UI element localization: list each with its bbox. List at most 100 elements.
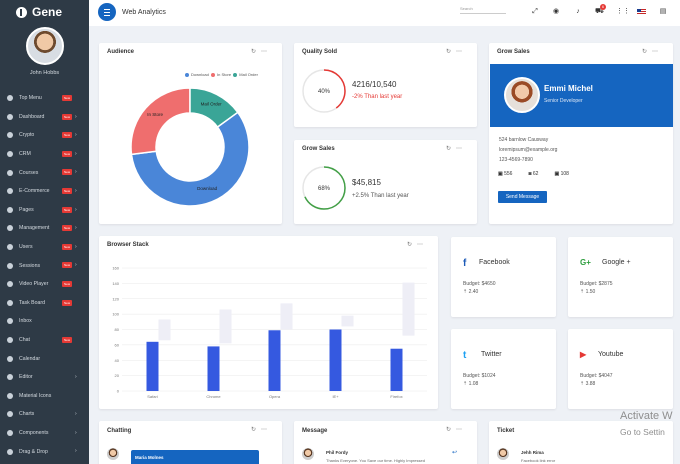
more-icon[interactable]: ⋯ (652, 49, 663, 55)
range-bar[interactable] (280, 303, 293, 330)
card-title: Message (302, 428, 328, 434)
chat-bubble[interactable]: Maria Molnes (131, 450, 259, 464)
more-icon[interactable]: ⋯ (456, 49, 467, 55)
sidebar-item[interactable]: Inbox (0, 312, 89, 331)
sidebar-item[interactable]: Calendar (0, 349, 89, 368)
avatar[interactable] (25, 27, 64, 65)
reply-icon[interactable]: ↩ (452, 450, 458, 456)
sidebar-item[interactable]: Top Menu New (0, 89, 89, 108)
refresh-icon[interactable]: ↻ (250, 427, 261, 433)
more-icon[interactable]: ⋯ (456, 427, 467, 433)
sidebar-item[interactable]: Editor › (0, 368, 89, 387)
sidebar-item[interactable]: E-Commerce New › (0, 182, 89, 201)
apps-icon[interactable]: ⋮⋮ (616, 8, 630, 15)
nav-item-icon (7, 225, 13, 232)
more-icon[interactable]: ⋯ (417, 242, 428, 248)
message-sender[interactable]: Phil Fordy (326, 450, 349, 455)
bar[interactable] (207, 346, 220, 391)
refresh-icon[interactable]: ↻ (406, 242, 417, 248)
cart-icon[interactable]: ⛟ (595, 8, 604, 15)
twitter-icon: ▣ (554, 171, 560, 177)
sidebar-item[interactable]: Users New › (0, 238, 89, 257)
social-card[interactable]: G+ Google + Budget: $2875 ⇡ 1.50 (568, 237, 673, 317)
avatar[interactable] (107, 448, 119, 460)
card-tools[interactable]: ↻⋯ (251, 48, 272, 55)
instagram-stat[interactable]: ◙ 62 (528, 171, 546, 177)
donut-slice[interactable] (189, 87, 239, 129)
fullscreen-icon[interactable]: ⤢ (532, 8, 538, 15)
more-icon[interactable]: ⋯ (456, 146, 467, 152)
menu-toggle-button[interactable] (98, 3, 116, 21)
nav-item-icon (7, 448, 13, 455)
sidebar-item[interactable]: Video Player New (0, 275, 89, 294)
refresh-icon[interactable]: ↻ (445, 427, 456, 433)
y-tick-label: 160 (112, 266, 119, 271)
avatar[interactable] (302, 448, 314, 460)
range-bar[interactable] (402, 282, 415, 336)
sidebar-item[interactable]: Material Icons (0, 387, 89, 406)
sidebar-item[interactable]: Task Board New (0, 294, 89, 313)
card-tools[interactable]: ↻⋯ (446, 48, 467, 55)
bar[interactable] (146, 341, 159, 391)
twitter-stat[interactable]: ▣ 108 (554, 171, 576, 177)
sidebar-item-label: Dashboard (19, 113, 45, 120)
donut-slice[interactable] (130, 87, 191, 156)
sidebar-item[interactable]: Drag & Drop › (0, 442, 89, 461)
more-icon[interactable]: ⋯ (261, 427, 272, 433)
send-message-button[interactable]: Send Message (498, 191, 547, 203)
social-card[interactable]: f Facebook Budget: $4650 ⇡ 2.40 (451, 237, 556, 317)
sidebar-item[interactable]: Management New › (0, 219, 89, 238)
avatar[interactable] (504, 77, 540, 113)
refresh-icon[interactable]: ↻ (445, 146, 456, 152)
bar[interactable] (329, 329, 342, 392)
user-icon[interactable]: ◉ (552, 8, 560, 15)
sidebar-item[interactable]: Chat New (0, 331, 89, 350)
refresh-icon[interactable]: ↻ (445, 49, 456, 55)
card-tools[interactable]: ↻⋯ (251, 426, 272, 433)
new-badge: New (62, 206, 73, 213)
sidebar-item[interactable]: Sessions New › (0, 256, 89, 275)
avatar[interactable] (497, 448, 509, 460)
sidebar-item[interactable]: Pages New › (0, 201, 89, 220)
ticket-user[interactable]: Jehh Rima (521, 450, 544, 455)
cart-count-badge: 6 (600, 4, 606, 10)
refresh-icon[interactable]: ↻ (250, 49, 261, 55)
nav-item-icon (7, 318, 13, 325)
social-card[interactable]: ▶ Youtube Budget: $4047 ⇡ 3.88 (568, 329, 673, 409)
sidebar-item[interactable]: CRM New › (0, 145, 89, 164)
card-tools[interactable]: ↻⋯ (407, 241, 428, 248)
social-card[interactable]: t Twitter Budget: $1024 ⇡ 1.08 (451, 329, 556, 409)
range-bar[interactable] (158, 319, 171, 341)
chevron-right-icon: › (75, 448, 77, 455)
donut-slice[interactable] (130, 111, 250, 207)
chat-icon[interactable]: ▤ (659, 8, 667, 15)
facebook-stat[interactable]: ▣ 556 (498, 171, 520, 177)
sidebar-item[interactable]: Components › (0, 424, 89, 443)
range-bar[interactable] (219, 309, 232, 344)
more-icon[interactable]: ⋯ (261, 49, 272, 55)
bar[interactable] (268, 330, 281, 391)
sidebar-item[interactable]: Courses New › (0, 163, 89, 182)
y-tick-label: 140 (112, 281, 119, 286)
card-title: Grow Sales (302, 146, 335, 152)
bell-icon[interactable]: ♪ (576, 8, 580, 15)
bar[interactable] (390, 348, 403, 391)
range-bar[interactable] (341, 315, 354, 327)
new-badge: New (62, 113, 73, 120)
card-tools[interactable]: ↻⋯ (446, 145, 467, 152)
search-input[interactable]: Search (460, 6, 506, 14)
sidebar-item[interactable]: Dashboard New › (0, 108, 89, 127)
sidebar-item[interactable]: Charts › (0, 405, 89, 424)
profile-email[interactable]: loremipsum@example.org (499, 147, 558, 153)
sidebar-item[interactable]: Crypto New › (0, 126, 89, 145)
refresh-icon[interactable]: ↻ (641, 49, 652, 55)
card-tools[interactable]: ↻⋯ (446, 426, 467, 433)
card-tools[interactable]: ↻⋯ (642, 48, 663, 55)
grow-progress-ring: 68% (302, 166, 346, 210)
chevron-right-icon: › (75, 243, 77, 250)
flag-icon[interactable] (637, 9, 646, 15)
sidebar-item-label: Management (19, 225, 50, 232)
profile-role: Senior Developer (544, 98, 583, 104)
profile-name[interactable]: John Hobbs (29, 70, 60, 76)
brand[interactable]: Gene (0, 0, 89, 24)
